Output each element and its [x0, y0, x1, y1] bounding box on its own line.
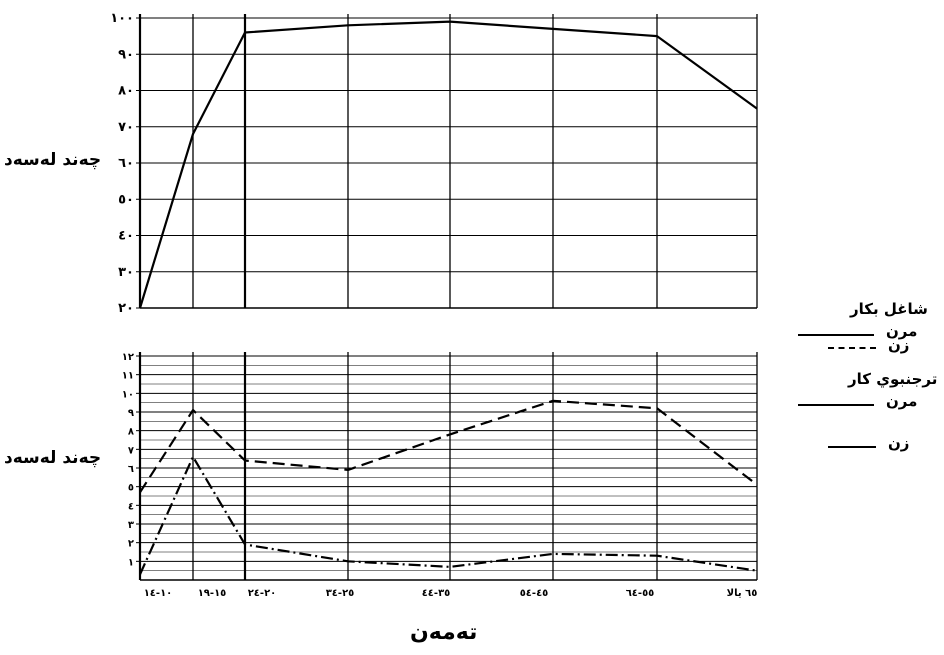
x-axis-label: تەمەن: [410, 620, 478, 645]
y-tick-label: ١٠: [122, 389, 134, 400]
legend-label-employed-women: زن: [888, 336, 910, 354]
x-tick-label: ٢٠-٢٤: [248, 588, 277, 599]
series-line-unemployed-men: [139, 399, 758, 493]
legend-line-employed-men: [798, 334, 874, 336]
legend-label-unemployed-women: زن: [888, 434, 910, 452]
y-tick-label: ٢٠: [118, 301, 134, 316]
y-tick-label: ٩: [128, 408, 134, 419]
y-tick-label: ٨: [128, 427, 134, 438]
y-tick-label: ٣: [128, 520, 134, 531]
legend-label-employed-men: مرن: [886, 322, 918, 340]
x-tick-label: ١٥-١٩: [198, 588, 227, 599]
series-line-employed-men: [138, 20, 758, 309]
x-tick-label: ٦٥ يالا: [727, 588, 758, 599]
y-tick-label: ١٠٠: [110, 11, 134, 26]
y-tick-label: ٦٠: [118, 156, 134, 171]
y-tick-label: ٤: [128, 501, 134, 512]
y-tick-label: ٩٠: [118, 47, 134, 62]
y-tick-label: ٣٠: [118, 265, 134, 280]
legend-line-unemployed-women: [828, 446, 876, 448]
x-tick-label: ٣٥-٤٤: [422, 588, 451, 599]
y-tick-label: ٦: [128, 464, 134, 475]
x-tick-label: ٢٥-٣٤: [326, 588, 355, 599]
y-tick-label: ١١: [122, 371, 134, 382]
legend-group-unemployed-title: ترجنبوي كار: [848, 370, 938, 388]
legend: شاغل بكار مرن زن ترجنبوي كار مرن زن: [790, 300, 940, 452]
y-tick-label: ١: [128, 557, 134, 568]
legend-line-employed-women: [828, 347, 876, 349]
y-tick-label: ٤٠: [118, 229, 134, 244]
x-tick-label: ٥٥-٦٤: [626, 588, 655, 599]
upper-y-axis-label: چەند لەسەد: [4, 150, 102, 170]
y-tick-label: ٢: [128, 539, 134, 550]
lower-y-axis-label: چەند لەسەد: [4, 448, 102, 468]
legend-line-unemployed-men: [798, 404, 874, 406]
legend-group-employed-title: شاغل بكار: [850, 300, 928, 318]
y-tick-label: ٧: [128, 445, 134, 456]
x-tick-label: ٤٥-٥٤: [520, 588, 549, 599]
y-tick-label: ٥: [128, 483, 134, 494]
series-line-unemployed-women: [138, 455, 758, 575]
x-tick-label: ١٠-١٤: [144, 588, 173, 599]
y-tick-label: ١٢: [122, 352, 134, 363]
legend-label-unemployed-men: مرن: [886, 392, 918, 410]
y-tick-label: ٥٠: [118, 192, 134, 207]
y-tick-label: ٨٠: [118, 84, 134, 99]
y-tick-label: ٧٠: [118, 120, 134, 135]
